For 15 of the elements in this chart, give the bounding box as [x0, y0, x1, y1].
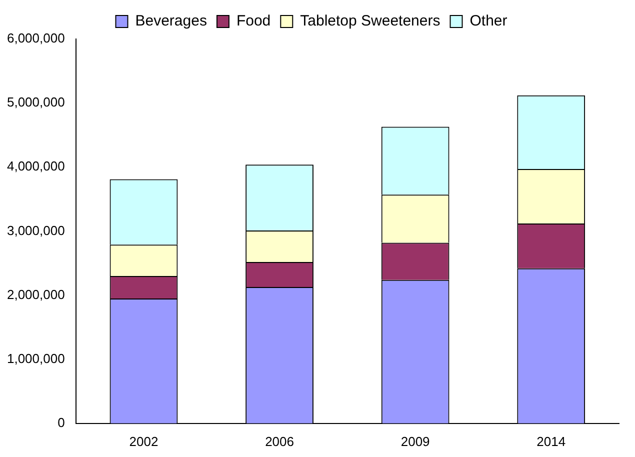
- y-tick-label: 6,000,000: [6, 30, 65, 46]
- legend-label: Other: [470, 12, 508, 30]
- y-tick-label: 1,000,000: [6, 350, 65, 366]
- legend-label: Beverages: [135, 12, 207, 30]
- y-tick-label: 5,000,000: [6, 94, 65, 110]
- x-tick-label: 2009: [400, 434, 430, 449]
- y-tick-label: 2,000,000: [6, 286, 65, 302]
- x-tick-label: 2002: [129, 434, 158, 449]
- legend-label: Tabletop Sweeteners: [300, 12, 440, 30]
- y-tick-label: 3,000,000: [6, 222, 65, 238]
- y-tick-label: 4,000,000: [6, 158, 65, 174]
- legend-label: Food: [236, 12, 271, 30]
- y-tick-label: 0: [58, 414, 65, 430]
- x-tick-label: 2006: [265, 434, 294, 449]
- x-tick-label: 2014: [536, 434, 566, 449]
